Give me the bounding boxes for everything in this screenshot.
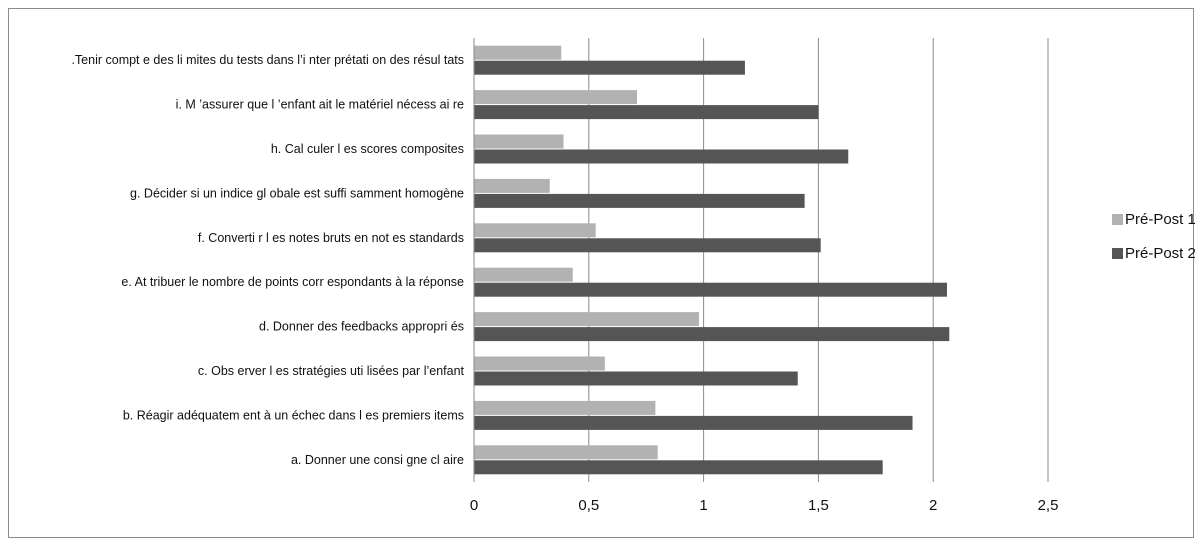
x-tick-label: 0 xyxy=(470,497,478,514)
bar xyxy=(474,312,700,327)
bar xyxy=(474,400,656,415)
x-tick-label: 1,5 xyxy=(808,497,829,514)
bar xyxy=(474,134,564,149)
x-tick-label: 0,5 xyxy=(578,497,599,514)
legend-swatch xyxy=(1112,248,1123,259)
bar xyxy=(474,267,573,282)
category-label: a. Donner une consi gne cl aire xyxy=(291,453,464,467)
legend-label: Pré-Post 2 xyxy=(1125,245,1195,262)
bar xyxy=(474,105,819,120)
bar xyxy=(474,415,913,430)
legend: Pré-Post 1 Pré-Post 2 xyxy=(1112,211,1195,262)
bar xyxy=(474,193,805,208)
category-labels: .Tenir compt e des li mites du tests dan… xyxy=(71,53,464,467)
bar xyxy=(474,178,550,193)
category-label: e. At tribuer le nombre de points corr e… xyxy=(121,275,464,289)
bar xyxy=(474,282,947,297)
category-label: g. Décider si un indice gl obale est suf… xyxy=(130,186,464,200)
grid-lines xyxy=(588,38,1049,482)
category-label: f. Converti r l es notes bruts en not es… xyxy=(198,231,464,245)
bar xyxy=(474,371,798,386)
legend-label: Pré-Post 1 xyxy=(1125,211,1195,228)
legend-swatch xyxy=(1112,214,1123,225)
chart-frame: .Tenir compt e des li mites du tests dan… xyxy=(8,8,1195,538)
category-label: h. Cal culer l es scores composites xyxy=(271,142,464,156)
bar xyxy=(474,45,562,60)
bar xyxy=(474,356,605,371)
bar xyxy=(474,90,638,105)
bar xyxy=(474,149,849,164)
bars xyxy=(474,45,950,475)
x-tick-label: 1 xyxy=(699,497,707,514)
category-label: .Tenir compt e des li mites du tests dan… xyxy=(71,53,464,67)
category-label: c. Obs erver l es stratégies uti lisées … xyxy=(198,364,465,378)
bar-chart: .Tenir compt e des li mites du tests dan… xyxy=(71,38,1195,514)
bar xyxy=(474,327,950,342)
x-tick-label: 2 xyxy=(929,497,937,514)
category-label: i. M ’assurer que l ’enfant ait le matér… xyxy=(176,98,464,112)
bar xyxy=(474,460,883,475)
category-label: b. Réagir adéquatem ent à un échec dans … xyxy=(123,408,464,422)
x-tick-labels: 0 0,5 1 1,5 2 2,5 xyxy=(470,497,1059,514)
bar xyxy=(474,445,658,460)
category-label: d. Donner des feedbacks appropri és xyxy=(259,320,464,334)
x-tick-label: 2,5 xyxy=(1038,497,1059,514)
bar xyxy=(474,223,596,238)
bar xyxy=(474,238,821,253)
bar xyxy=(474,60,745,75)
